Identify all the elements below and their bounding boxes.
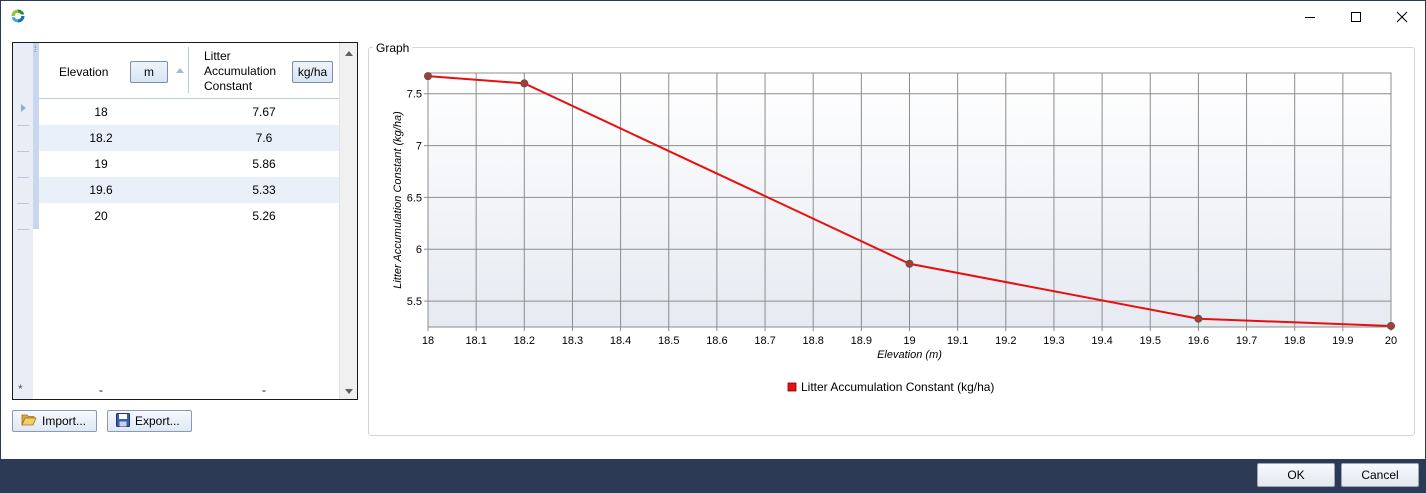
data-point [905, 259, 914, 268]
row-header-divider [17, 229, 29, 230]
x-tick-label: 18.4 [610, 335, 631, 347]
y-tick-label: 6.5 [407, 192, 422, 204]
x-tick-label: 19.2 [995, 335, 1016, 347]
dialog-footer [1, 459, 1425, 492]
graph-group-box [368, 47, 1415, 436]
column-header-litter-line2[interactable]: Accumulation [204, 64, 277, 78]
title-bar [1, 1, 1425, 33]
data-point [1194, 314, 1203, 323]
row-header-divider [17, 125, 29, 126]
x-tick-label: 18.5 [658, 335, 679, 347]
import-button[interactable]: Import... [12, 410, 97, 432]
x-tick-label: 19.9 [1332, 335, 1353, 347]
x-tick-label: 20 [1385, 335, 1397, 347]
new-row-icon: * [18, 382, 23, 396]
maximize-button[interactable] [1333, 1, 1379, 33]
new-row-litter-constant[interactable]: - [262, 383, 266, 397]
cell-elevation[interactable]: 18 [94, 105, 108, 119]
cancel-button[interactable]: Cancel [1341, 463, 1419, 487]
cell-litter-constant[interactable]: 5.33 [252, 183, 276, 197]
y-tick-label: 6 [416, 244, 422, 256]
x-tick-label: 18.8 [802, 335, 823, 347]
table-row[interactable]: 19 5.86 [39, 151, 339, 177]
y-tick-label: 7 [416, 141, 422, 153]
x-tick-label: 19.1 [947, 335, 968, 347]
x-tick-label: 19.6 [1188, 335, 1209, 347]
column-header-litter-line1[interactable]: Litter [204, 49, 231, 63]
elevation-unit-button[interactable]: m [130, 61, 168, 83]
table-row[interactable]: 19.6 5.33 [39, 177, 339, 203]
x-tick-label: 19.5 [1140, 335, 1161, 347]
close-icon [1396, 11, 1408, 23]
export-button[interactable]: Export... [107, 410, 192, 432]
row-header-divider [17, 151, 29, 152]
x-tick-label: 19.3 [1043, 335, 1064, 347]
folder-open-icon [21, 413, 37, 430]
close-button[interactable] [1379, 1, 1425, 33]
scroll-down-icon [345, 383, 353, 397]
data-grid[interactable]: ⁞ Elevation m Litter Accumulation Consta… [12, 42, 358, 400]
column-grip-icon: ⁞ [34, 44, 37, 54]
cell-litter-constant[interactable]: 7.67 [252, 105, 276, 119]
table-row[interactable]: 18.2 7.6 [39, 125, 339, 151]
y-axis-title: Litter Accumulation Constant (kg/ha) [392, 111, 404, 289]
cell-elevation[interactable]: 19 [94, 157, 108, 171]
scroll-down-button[interactable] [341, 382, 357, 398]
line-chart: 18 18.1 18.2 18.3 18.4 18.5 18.6 18.7 18.8 18.9 19… [392, 72, 1397, 394]
export-label: Export... [135, 414, 180, 428]
maximize-icon [1350, 11, 1362, 23]
selection-indicator [33, 43, 39, 229]
import-label: Import... [42, 414, 87, 428]
x-tick-label: 18.6 [706, 335, 727, 347]
x-tick-label: 18.7 [754, 335, 775, 347]
row-header-column [13, 43, 33, 399]
scroll-up-icon [345, 45, 353, 59]
ok-button[interactable]: OK [1257, 463, 1335, 487]
cell-elevation[interactable]: 18.2 [89, 131, 113, 145]
cell-litter-constant[interactable]: 5.26 [252, 209, 276, 223]
sort-ascending-icon [176, 68, 184, 73]
vertical-scrollbar[interactable] [339, 43, 357, 399]
data-point [1387, 321, 1395, 330]
legend-label: Litter Accumulation Constant (kg/ha) [801, 380, 994, 394]
data-point [424, 72, 432, 81]
current-row-indicator-icon [21, 104, 26, 112]
column-header-elevation[interactable]: Elevation [59, 65, 109, 79]
new-row-elevation[interactable]: - [99, 383, 103, 397]
cell-litter-constant[interactable]: 5.86 [252, 157, 276, 171]
y-tick-label: 5.5 [407, 296, 422, 308]
cell-litter-constant[interactable]: 7.6 [255, 131, 273, 145]
x-tick-label: 18.3 [562, 335, 583, 347]
minimize-button[interactable] [1287, 1, 1333, 33]
x-tick-label: 19.8 [1284, 335, 1305, 347]
cell-elevation[interactable]: 19.6 [89, 183, 113, 197]
row-header-divider [17, 177, 29, 178]
column-header-row [33, 43, 339, 99]
x-tick-label: 19.4 [1091, 335, 1112, 347]
y-tick-label: 7.5 [407, 89, 422, 101]
row-header-divider [17, 203, 29, 204]
x-tick-label: 18.2 [514, 335, 535, 347]
x-tick-label: 18 [422, 335, 434, 347]
scroll-up-button[interactable] [341, 44, 357, 60]
app-logo-icon [10, 8, 26, 24]
x-tick-label: 19.7 [1236, 335, 1257, 347]
save-disk-icon [116, 412, 130, 430]
x-tick-label: 18.9 [851, 335, 872, 347]
x-tick-label: 18.1 [465, 335, 486, 347]
table-row[interactable]: 20 5.26 [39, 203, 339, 229]
cell-elevation[interactable]: 20 [94, 209, 108, 223]
x-tick-label: 19 [903, 335, 915, 347]
data-point [520, 79, 529, 88]
column-separator[interactable] [188, 47, 189, 93]
graph-group-title: Graph [373, 41, 413, 55]
legend-swatch [787, 382, 797, 392]
column-header-litter-line3[interactable]: Constant [204, 79, 253, 93]
x-axis-title: Elevation (m) [877, 349, 942, 361]
litter-unit-button[interactable]: kg/ha [292, 61, 333, 83]
minimize-icon [1304, 11, 1316, 23]
table-row[interactable]: 18 7.67 [39, 99, 339, 125]
